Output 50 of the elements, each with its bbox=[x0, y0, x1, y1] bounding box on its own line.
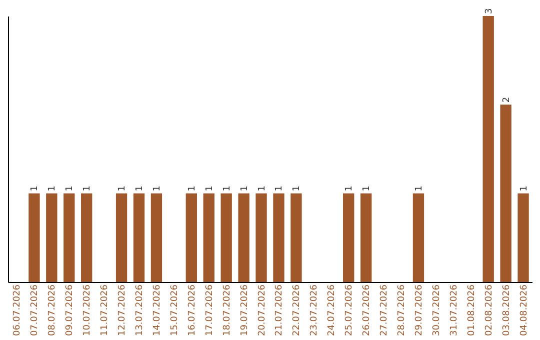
data-label: 1 bbox=[118, 186, 128, 192]
x-tick-label: 11.07.2026 bbox=[100, 284, 110, 336]
data-label: 1 bbox=[274, 186, 285, 192]
x-tick-label: 13.07.2026 bbox=[135, 284, 145, 336]
x-tick-label: 24.07.2026 bbox=[327, 284, 338, 336]
x-tick-label: 06.07.2026 bbox=[12, 284, 23, 336]
x-tick-label: 27.07.2026 bbox=[380, 284, 390, 336]
x-tick-label: 04.08.2026 bbox=[519, 284, 530, 336]
x-tick-label: 07.07.2026 bbox=[30, 284, 40, 336]
x-tick-label: 29.07.2026 bbox=[414, 284, 424, 336]
x-tick-label: 22.07.2026 bbox=[292, 284, 302, 336]
x-tick-label: 21.07.2026 bbox=[274, 284, 285, 336]
data-label: 1 bbox=[152, 186, 162, 192]
data-label: 1 bbox=[362, 186, 372, 192]
data-label: 3 bbox=[484, 8, 494, 14]
x-tick-label: 20.07.2026 bbox=[257, 284, 268, 336]
data-label: 1 bbox=[344, 186, 355, 192]
x-tick-label: 18.07.2026 bbox=[222, 284, 232, 336]
data-label: 1 bbox=[82, 186, 93, 192]
x-tick-label: 02.08.2026 bbox=[484, 284, 494, 336]
x-tick-label: 31.07.2026 bbox=[449, 284, 460, 336]
x-tick-label: 25.07.2026 bbox=[344, 284, 355, 336]
x-tick-label: 19.07.2026 bbox=[240, 284, 250, 336]
x-tick-label: 12.07.2026 bbox=[118, 284, 128, 336]
data-label: 1 bbox=[48, 186, 58, 192]
data-label: 1 bbox=[187, 186, 198, 192]
x-tick-label: 03.08.2026 bbox=[502, 284, 512, 336]
x-tick-label: 14.07.2026 bbox=[152, 284, 162, 336]
data-label: 1 bbox=[135, 186, 145, 192]
x-tick-label: 09.07.2026 bbox=[65, 284, 76, 336]
x-tick-label: 28.07.2026 bbox=[397, 284, 407, 336]
data-label: 1 bbox=[414, 186, 424, 192]
x-tick-label: 30.07.2026 bbox=[432, 284, 442, 336]
x-tick-label: 08.07.2026 bbox=[48, 284, 58, 336]
data-label: 1 bbox=[65, 186, 76, 192]
data-label: 1 bbox=[257, 186, 268, 192]
data-label: 2 bbox=[502, 96, 512, 103]
data-label: 1 bbox=[292, 186, 302, 192]
data-label: 1 bbox=[204, 186, 215, 192]
data-label: 1 bbox=[30, 186, 40, 192]
data-label: 1 bbox=[240, 186, 250, 192]
x-tick-label: 26.07.2026 bbox=[362, 284, 372, 336]
x-tick-label: 16.07.2026 bbox=[187, 284, 198, 336]
x-tick-label: 01.08.2026 bbox=[466, 284, 477, 336]
x-tick-label: 10.07.2026 bbox=[82, 284, 93, 336]
x-tick-label: 23.07.2026 bbox=[310, 284, 320, 336]
x-tick-label: 17.07.2026 bbox=[204, 284, 215, 336]
data-label: 1 bbox=[222, 186, 232, 192]
x-tick-label: 15.07.2026 bbox=[170, 284, 180, 336]
data-label: 1 bbox=[519, 186, 530, 192]
